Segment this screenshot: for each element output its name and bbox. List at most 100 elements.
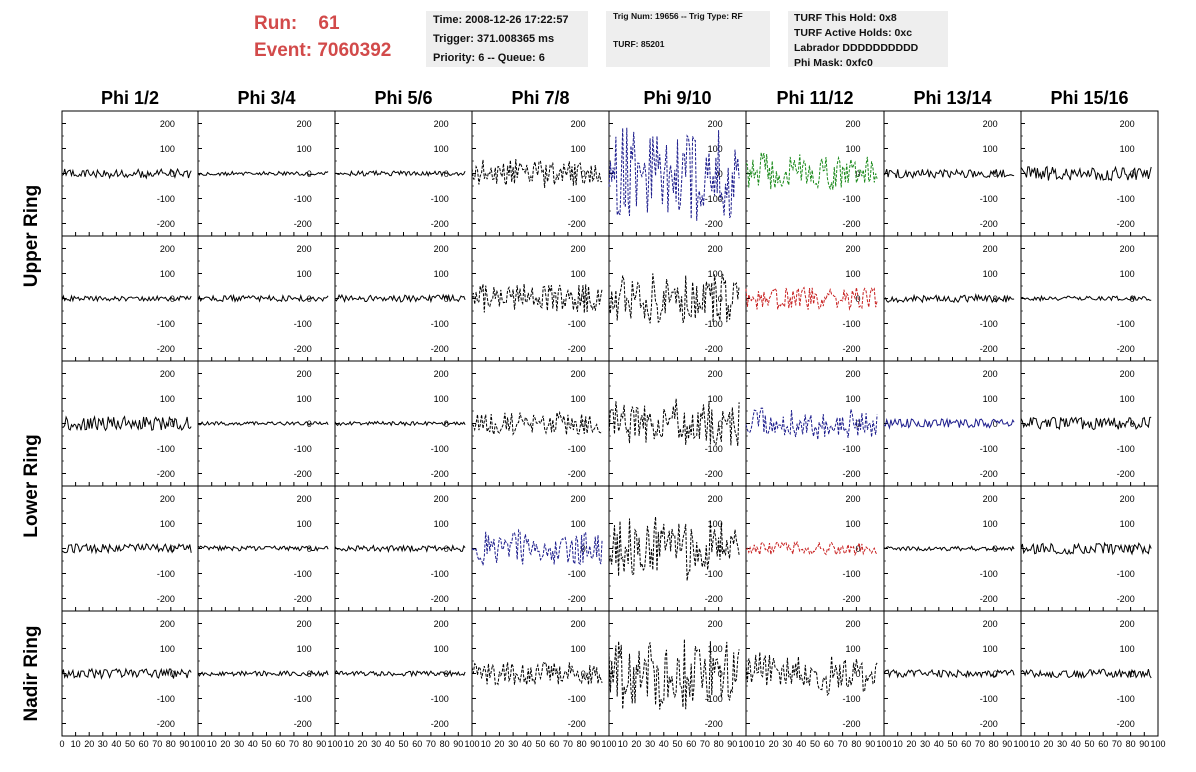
trig-num-line: Trig Num: 19656 -- Trig Type: RF — [613, 11, 743, 21]
y-tick-label: 200 — [434, 494, 449, 504]
panel-frame — [61, 485, 199, 612]
y-tick-label: -100 — [157, 444, 175, 454]
panel-frame — [197, 235, 336, 362]
waveform-trace — [334, 669, 466, 678]
y-tick-label: -200 — [568, 469, 586, 479]
trig-info-box: Trig Num: 19656 -- Trig Type: RF TURF: 8… — [606, 11, 770, 67]
y-tick-label: 100 — [708, 144, 723, 154]
y-tick-label: -100 — [431, 444, 449, 454]
x-tick-label: 100 — [327, 739, 342, 749]
y-tick-label: 100 — [983, 644, 998, 654]
x-tick-label: 90 — [453, 739, 463, 749]
x-tick-label: 90 — [316, 739, 326, 749]
y-tick-label: -200 — [843, 469, 861, 479]
y-tick-label: 200 — [983, 369, 998, 379]
waveform-trace — [883, 417, 1015, 430]
waveform-trace — [61, 543, 192, 555]
y-tick-label: -200 — [843, 344, 861, 354]
y-tick-label: 200 — [160, 244, 175, 254]
y-tick-label: -100 — [294, 319, 312, 329]
x-tick-label: 20 — [84, 739, 94, 749]
y-tick-label: 200 — [846, 494, 861, 504]
waveform-trace — [1020, 541, 1152, 556]
y-tick-label: -100 — [157, 569, 175, 579]
waveform-trace — [883, 545, 1015, 552]
panel-frame — [745, 235, 885, 362]
panel-frame — [471, 360, 610, 487]
y-tick-label: -200 — [705, 719, 723, 729]
panel-frame — [471, 110, 610, 237]
panel-frame — [745, 485, 885, 612]
x-tick-label: 10 — [344, 739, 354, 749]
waveform-trace — [745, 407, 878, 440]
y-tick-label: 200 — [160, 619, 175, 629]
waveform-trace — [471, 528, 603, 566]
y-tick-label: -100 — [705, 569, 723, 579]
y-tick-label: -200 — [980, 719, 998, 729]
y-tick-label: -200 — [843, 719, 861, 729]
panel-frame — [883, 360, 1022, 487]
waveform-trace — [745, 652, 878, 697]
y-tick-label: 100 — [434, 519, 449, 529]
waveform-trace — [608, 516, 740, 581]
y-tick-label: -100 — [1117, 569, 1135, 579]
waveform-trace — [471, 410, 603, 436]
x-tick-label: 30 — [1057, 739, 1067, 749]
x-tick-label: 100 — [190, 739, 205, 749]
y-tick-label: -200 — [568, 719, 586, 729]
x-tick-label: 10 — [481, 739, 491, 749]
y-tick-label: 0 — [856, 419, 861, 429]
x-tick-label: 90 — [865, 739, 875, 749]
y-tick-label: -100 — [568, 694, 586, 704]
y-tick-label: 100 — [983, 394, 998, 404]
waveform-trace — [745, 540, 878, 557]
y-tick-label: 100 — [846, 644, 861, 654]
y-tick-label: -200 — [1117, 219, 1135, 229]
y-tick-label: -100 — [1117, 694, 1135, 704]
waveform-trace — [608, 273, 740, 324]
waveform-trace — [334, 169, 466, 178]
y-tick-label: 200 — [1120, 119, 1135, 129]
y-tick-label: 200 — [983, 494, 998, 504]
y-tick-label: -200 — [1117, 594, 1135, 604]
waveform-trace — [197, 293, 329, 303]
x-tick-label: 20 — [494, 739, 504, 749]
x-tick-label: 80 — [714, 739, 724, 749]
y-tick-label: 200 — [846, 369, 861, 379]
x-tick-label: 100 — [738, 739, 753, 749]
y-tick-label: -100 — [157, 694, 175, 704]
waveform-trace — [1020, 416, 1152, 431]
y-tick-label: -200 — [843, 594, 861, 604]
y-tick-label: 100 — [160, 394, 175, 404]
y-tick-label: -100 — [431, 319, 449, 329]
run-value: 61 — [318, 13, 340, 34]
waveform-trace — [471, 661, 603, 686]
y-tick-label: 100 — [983, 519, 998, 529]
y-tick-label: 100 — [571, 519, 586, 529]
x-tick-label: 50 — [672, 739, 682, 749]
y-tick-label: 0 — [718, 544, 723, 554]
y-tick-label: 200 — [297, 619, 312, 629]
y-tick-label: 100 — [846, 269, 861, 279]
x-tick-label: 30 — [782, 739, 792, 749]
x-tick-label: 90 — [1002, 739, 1012, 749]
y-tick-label: -200 — [705, 344, 723, 354]
waveform-trace — [197, 670, 329, 678]
y-tick-label: 0 — [170, 169, 175, 179]
x-tick-label: 60 — [275, 739, 285, 749]
turf-line: TURF: 85201 — [613, 39, 665, 49]
x-tick-label: 80 — [989, 739, 999, 749]
x-tick-label: 30 — [371, 739, 381, 749]
y-tick-label: 100 — [297, 644, 312, 654]
y-tick-label: 0 — [307, 169, 312, 179]
waveform-trace — [197, 544, 329, 552]
x-tick-label: 70 — [838, 739, 848, 749]
y-tick-label: 100 — [846, 144, 861, 154]
waveform-trace — [197, 170, 329, 177]
y-tick-label: 100 — [434, 269, 449, 279]
y-tick-label: 0 — [993, 669, 998, 679]
y-tick-label: -200 — [157, 719, 175, 729]
waveform-trace — [61, 667, 192, 680]
y-tick-label: -200 — [294, 469, 312, 479]
